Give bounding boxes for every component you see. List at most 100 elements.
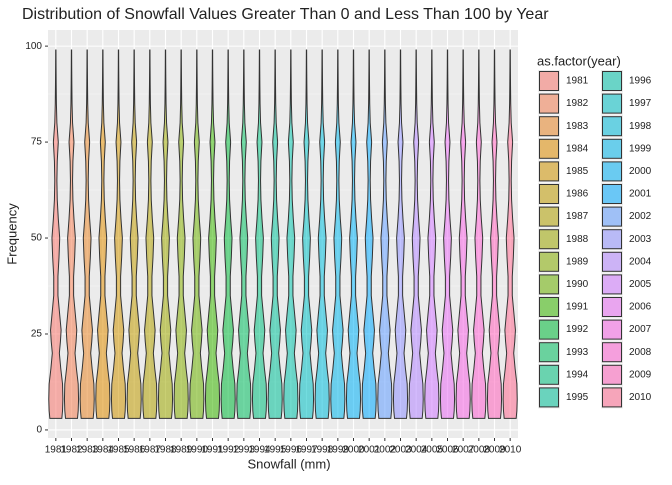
legend-key <box>539 206 559 227</box>
y-tick-label: 75 <box>31 137 43 148</box>
y-axis-title: Frequency <box>4 203 19 265</box>
x-tick-label: 1986 <box>123 445 146 456</box>
x-tick-label: 1994 <box>248 445 271 456</box>
legend-key <box>602 71 622 91</box>
legend-label: 1991 <box>566 302 589 313</box>
x-tick-label: 1989 <box>170 445 193 456</box>
legend-label: 2001 <box>629 189 652 200</box>
legend-label: 2002 <box>629 211 652 222</box>
violin <box>471 49 487 419</box>
violin <box>95 49 111 419</box>
legend-label: 2004 <box>629 256 652 267</box>
legend-label: 1987 <box>566 211 589 222</box>
x-tick-label: 2000 <box>342 445 365 456</box>
legend-label: 1998 <box>629 121 652 132</box>
violin <box>283 49 299 419</box>
legend-key <box>539 161 559 182</box>
violin <box>298 49 315 419</box>
legend-key <box>602 138 622 159</box>
legend-key <box>602 251 622 272</box>
violin <box>189 49 205 419</box>
legend-key <box>602 342 622 363</box>
violin <box>345 49 362 419</box>
legend-label: 1983 <box>566 121 589 132</box>
x-tick-label: 1995 <box>264 445 287 456</box>
x-tick-label: 2006 <box>436 445 459 456</box>
violin <box>314 49 330 419</box>
violin <box>142 49 158 419</box>
x-tick-label: 1984 <box>92 445 115 456</box>
x-tick-label: 1996 <box>280 445 303 456</box>
legend-key <box>602 364 622 385</box>
legend-label: 2010 <box>629 392 652 403</box>
legend-key <box>539 138 559 159</box>
x-tick-label: 1997 <box>295 445 318 456</box>
legend-key <box>602 274 622 295</box>
x-tick-label: 1985 <box>107 445 130 456</box>
x-axis-title: Snowfall (mm) <box>247 456 330 471</box>
legend-title: as.factor(year) <box>537 53 621 68</box>
legend-key <box>602 319 622 340</box>
violin <box>424 49 440 419</box>
violin <box>486 49 503 419</box>
violin <box>126 49 142 419</box>
violin <box>251 49 268 419</box>
legend-label: 2005 <box>629 279 652 290</box>
legend-label: 1990 <box>566 279 589 290</box>
legend-key <box>539 251 559 272</box>
legend-label: 1995 <box>566 392 589 403</box>
violin <box>267 49 283 419</box>
legend-key <box>539 71 559 91</box>
legend-key <box>602 387 622 408</box>
legend-label: 1988 <box>566 234 589 245</box>
violin <box>236 49 252 419</box>
x-tick-label: 1992 <box>217 445 240 456</box>
y-tick-label: 0 <box>36 425 42 436</box>
x-tick-label: 2009 <box>483 445 506 456</box>
x-tick-label: 2007 <box>452 445 475 456</box>
x-tick-label: 2005 <box>421 445 444 456</box>
x-tick-label: 1993 <box>233 445 256 456</box>
violin <box>48 49 64 419</box>
legend-label: 1981 <box>566 76 589 87</box>
y-tick-label: 100 <box>25 41 42 52</box>
legend-key <box>539 319 559 340</box>
legend-key <box>539 387 559 408</box>
x-tick-label: 1998 <box>311 445 334 456</box>
legend-label: 2008 <box>629 347 652 358</box>
legend-key <box>539 184 559 204</box>
violin <box>330 49 346 419</box>
legend-key <box>539 93 559 114</box>
legend-label: 2006 <box>629 302 652 313</box>
legend-label: 2000 <box>629 166 652 177</box>
legend-key <box>602 229 622 250</box>
legend-label: 1997 <box>629 98 652 109</box>
violin <box>455 49 471 419</box>
x-tick-label: 1990 <box>186 445 209 456</box>
violin <box>204 49 221 419</box>
violin <box>392 49 409 419</box>
violin <box>63 49 80 419</box>
violin <box>439 49 456 419</box>
x-tick-label: 1987 <box>139 445 162 456</box>
legend-label: 1989 <box>566 256 589 267</box>
x-tick-label: 1982 <box>60 445 83 456</box>
violin <box>408 49 424 419</box>
x-tick-label: 2008 <box>468 445 491 456</box>
legend-label: 1994 <box>566 369 589 380</box>
legend-label: 2009 <box>629 369 652 380</box>
violin <box>157 49 174 419</box>
legend-key <box>602 93 622 114</box>
x-tick-label: 1991 <box>201 445 224 456</box>
violin <box>377 49 393 419</box>
chart-title: Distribution of Snowfall Values Greater … <box>22 6 549 23</box>
legend-key <box>602 184 622 204</box>
legend-label: 1996 <box>629 76 652 87</box>
legend-label: 2007 <box>629 324 652 335</box>
x-tick-label: 1983 <box>76 445 99 456</box>
violin <box>110 49 127 419</box>
y-tick-label: 50 <box>31 233 43 244</box>
legend-label: 1993 <box>566 347 589 358</box>
